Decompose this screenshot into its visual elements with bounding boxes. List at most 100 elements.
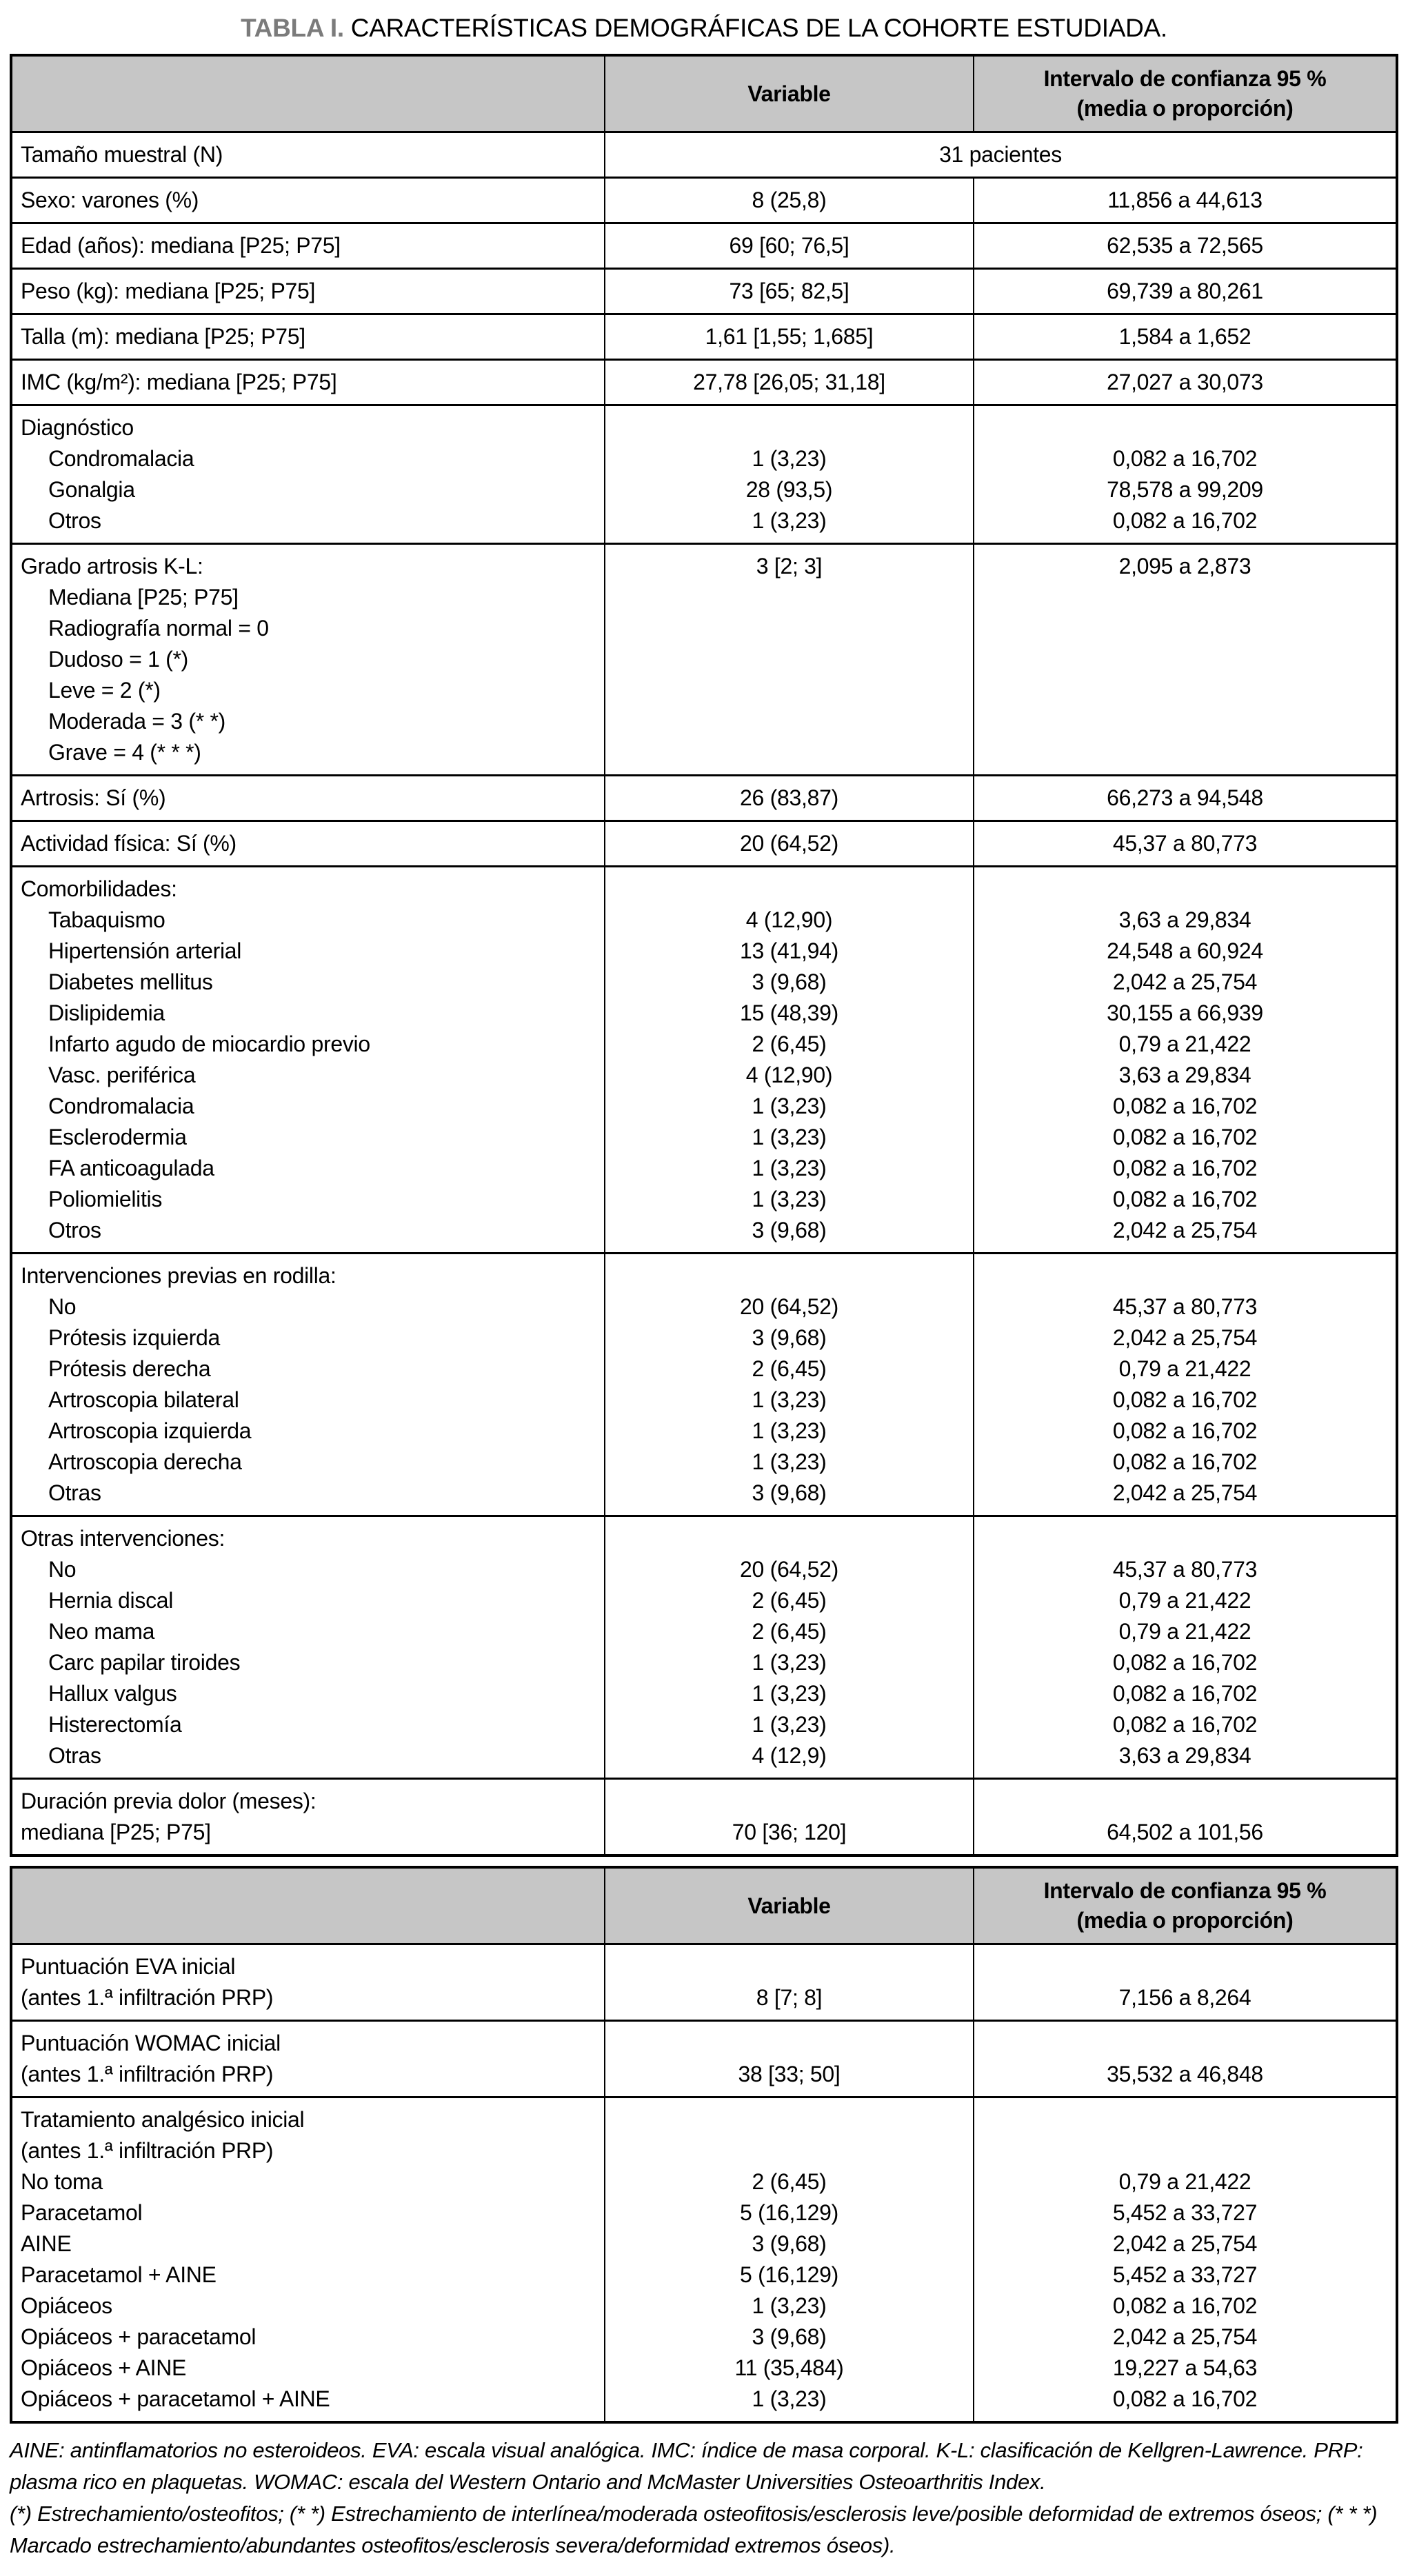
row-label: Otros	[48, 508, 101, 533]
row-value: 3 (9,68)	[752, 1480, 827, 1505]
header-ci-line1: Intervalo de confianza 95 %	[1043, 66, 1327, 91]
row-value-cell: 38 [33; 50]	[604, 2022, 973, 2096]
row-value: 3 [2; 3]	[756, 554, 823, 578]
row-ci: 2,042 a 25,754	[1112, 2231, 1258, 2256]
row-value: 38 [33; 50]	[738, 2062, 841, 2086]
row-ci	[981, 644, 1389, 675]
row-ci: 0,082 a 16,702	[1112, 1387, 1258, 1412]
row-label-cell: Actividad física: Sí (%)	[12, 822, 604, 865]
footnote-abbreviations: AINE: antinflamatorios no esteroideos. E…	[10, 2438, 1363, 2494]
row-ci	[981, 874, 1389, 905]
row-value: 20 (64,52)	[740, 1557, 838, 1582]
row-ci: 19,227 a 54,63	[1112, 2355, 1258, 2380]
row-label: Otros	[48, 1218, 101, 1242]
row-ci: 0,79 a 21,422	[1118, 2169, 1251, 2194]
row-label: Paracetamol	[21, 2200, 143, 2225]
row-value: 1 (3,23)	[752, 2293, 827, 2318]
row-ci-cell: 2,095 a 2,873	[973, 545, 1396, 774]
row-value: 3 (9,68)	[752, 2231, 827, 2256]
row-value-cell: 69 [60; 76,5]	[604, 224, 973, 268]
row-label: Hipertensión arterial	[48, 938, 242, 963]
row-label-cell: Talla (m): mediana [P25; P75]	[12, 315, 604, 359]
row-label-cell: Intervenciones previas en rodilla: No Prót…	[12, 1254, 604, 1515]
row-ci-cell: 66,273 a 94,548	[973, 776, 1396, 820]
row-value-cell: 27,78 [26,05; 31,18]	[604, 361, 973, 404]
row-value: 8 [7; 8]	[756, 1985, 823, 2010]
row-label: Opiáceos + AINE	[21, 2355, 187, 2380]
row-label: Otras intervenciones:	[21, 1526, 225, 1551]
row-value: 1,61 [1,55; 1,685]	[705, 324, 874, 349]
table-header-row: Variable Intervalo de confianza 95 % (medi…	[12, 1869, 1396, 1943]
row-label: Peso (kg): mediana [P25; P75]	[21, 279, 316, 303]
row-ci: 0,082 a 16,702	[1112, 1418, 1258, 1443]
table-row: Grado artrosis K-L: Mediana [P25; P75] Rad…	[12, 543, 1396, 774]
row-label: Puntuación WOMAC inicial	[21, 2031, 281, 2055]
row-ci: 0,082 a 16,702	[1112, 446, 1258, 471]
table-row: Tamaño muestral (N) 31 pacientes	[12, 131, 1396, 177]
row-value: 28 (93,5)	[745, 477, 833, 502]
row-value-cell: 4 (12,90) 13 (41,94) 3 (9,68) 15 (48,39) 2 (…	[604, 867, 973, 1252]
row-value: 1 (3,23)	[752, 1125, 827, 1149]
row-ci: 2,042 a 25,754	[1112, 969, 1258, 994]
row-value: 5 (16,129)	[740, 2262, 838, 2287]
row-label-cell: Artrosis: Sí (%)	[12, 776, 604, 820]
row-ci: 0,79 a 21,422	[1118, 1032, 1251, 1056]
row-ci: 78,578 a 99,209	[1107, 477, 1263, 502]
row-ci	[981, 2028, 1389, 2059]
row-value: 1 (3,23)	[752, 1187, 827, 1211]
row-label: Tratamiento analgésico inicial	[21, 2107, 305, 2132]
row-label: Paracetamol + AINE	[21, 2262, 217, 2287]
row-ci: 0,79 a 21,422	[1118, 1356, 1251, 1381]
table-row: IMC (kg/m²): mediana [P25; P75] 27,78 [26…	[12, 359, 1396, 404]
row-label: No toma	[21, 2169, 103, 2194]
row-label: Diagnóstico	[21, 415, 134, 440]
row-ci	[981, 2135, 1389, 2166]
row-label: Radiografía normal = 0	[48, 616, 269, 641]
row-ci: 1,584 a 1,652	[1118, 324, 1251, 349]
header-empty-cell	[12, 57, 604, 131]
row-ci: 62,535 a 72,565	[1107, 233, 1263, 258]
row-label: (antes 1.ª infiltración PRP)	[21, 2138, 274, 2163]
row-label: Diabetes mellitus	[48, 969, 213, 994]
row-ci: 3,63 a 29,834	[1118, 1063, 1251, 1087]
row-value: 20 (64,52)	[740, 1294, 838, 1319]
table-row: Diagnóstico Condromalacia Gonalgia Otros 1 (…	[12, 404, 1396, 543]
row-ci: 5,452 a 33,727	[1112, 2200, 1258, 2225]
row-label: Infarto agudo de miocardio previo	[48, 1032, 370, 1056]
row-value: 1 (3,23)	[752, 1681, 827, 1706]
table-row: Comorbilidades: Tabaquismo Hipertensión ar…	[12, 865, 1396, 1252]
row-value-cell: 26 (83,87)	[604, 776, 973, 820]
row-value	[612, 582, 966, 613]
row-value: 26 (83,87)	[740, 785, 838, 810]
row-ci: 45,37 a 80,773	[1112, 1557, 1258, 1582]
demographics-table-part-1: Variable Intervalo de confianza 95 % (medi…	[10, 54, 1398, 1857]
row-ci: 66,273 a 94,548	[1107, 785, 1263, 810]
row-ci: 2,042 a 25,754	[1112, 1325, 1258, 1350]
row-label-cell: Comorbilidades: Tabaquismo Hipertensión ar…	[12, 867, 604, 1252]
row-ci-cell: 27,027 a 30,073	[973, 361, 1396, 404]
row-label: Otras	[48, 1743, 101, 1768]
row-value: 2 (6,45)	[752, 1356, 827, 1381]
row-label: No	[48, 1294, 77, 1319]
row-value: 4 (12,9)	[752, 1743, 827, 1768]
row-ci-cell: 0,082 a 16,702 78,578 a 99,209 0,082 a 16,…	[973, 406, 1396, 543]
row-ci	[981, 675, 1389, 706]
row-value	[612, 1951, 966, 1982]
row-ci	[981, 737, 1389, 768]
header-variable-label: Variable	[747, 1893, 831, 1918]
row-value-cell: 20 (64,52)	[604, 822, 973, 865]
row-value: 3 (9,68)	[752, 969, 827, 994]
table-row: Sexo: varones (%) 8 (25,8) 11,856 a 44,613	[12, 177, 1396, 222]
row-label: Tamaño muestral (N)	[21, 142, 223, 167]
row-ci: 2,042 a 25,754	[1112, 2324, 1258, 2349]
row-ci: 27,027 a 30,073	[1107, 370, 1263, 394]
row-value	[612, 1260, 966, 1291]
row-value: 11 (35,484)	[734, 2355, 844, 2380]
row-ci: 0,082 a 16,702	[1112, 2293, 1258, 2318]
row-label: Hernia discal	[48, 1588, 174, 1613]
row-label-cell: Puntuación WOMAC inicial (antes 1.ª infil…	[12, 2022, 604, 2096]
table-header-row: Variable Intervalo de confianza 95 % (medi…	[12, 57, 1396, 131]
row-label: Leve = 2 (*)	[48, 678, 161, 703]
row-label: Condromalacia	[48, 446, 194, 471]
